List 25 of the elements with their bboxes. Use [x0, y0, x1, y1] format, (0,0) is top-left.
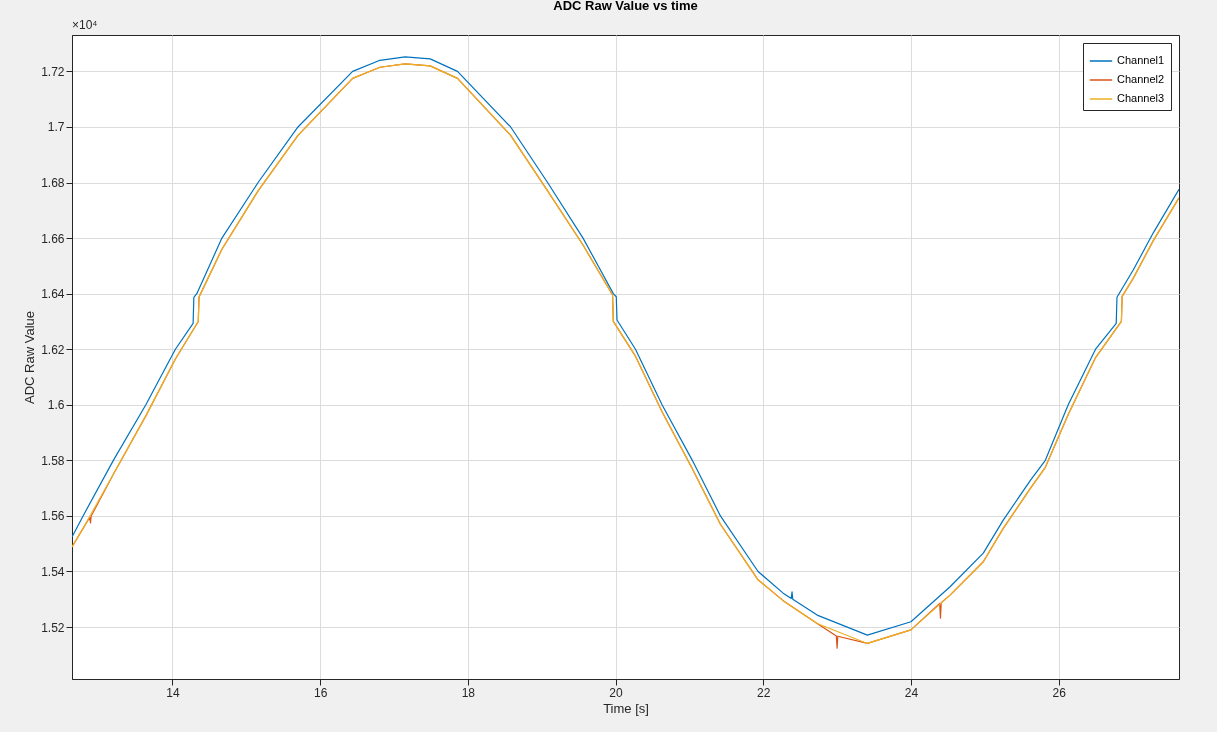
y-axis-title: ADC Raw Value — [22, 311, 38, 404]
x-axis-title: Time [s] — [603, 700, 649, 716]
y-tick-label: 1.62 — [41, 342, 65, 357]
chart-title: ADC Raw Value vs time — [553, 0, 698, 13]
y-tick-label: 1.64 — [41, 287, 65, 302]
x-tick-label: 20 — [609, 685, 624, 700]
y-tick-label: 1.66 — [41, 231, 65, 246]
y-tick-label: 1.72 — [41, 64, 65, 79]
x-tick-label: 26 — [1052, 685, 1067, 700]
y-tick-label: 1.54 — [41, 564, 65, 579]
y-tick-label: 1.7 — [47, 120, 65, 135]
x-tick-label: 24 — [904, 685, 919, 700]
legend-label: Channel2 — [1117, 73, 1165, 85]
y-tick-label: 1.6 — [47, 398, 65, 413]
y-tick-label: 1.68 — [41, 176, 65, 191]
x-tick-label: 22 — [757, 685, 771, 700]
x-tick-label: 14 — [166, 685, 180, 700]
y-tick-label: 1.58 — [41, 453, 65, 468]
legend-label: Channel1 — [1117, 54, 1165, 66]
x-tick-label: 16 — [313, 685, 328, 700]
text: ×10⁴ — [72, 18, 98, 32]
y-tick-label: 1.56 — [41, 509, 65, 524]
x-tick-label: 18 — [461, 685, 476, 700]
legend-label: Channel3 — [1117, 92, 1165, 104]
y-tick-label: 1.52 — [41, 620, 65, 635]
